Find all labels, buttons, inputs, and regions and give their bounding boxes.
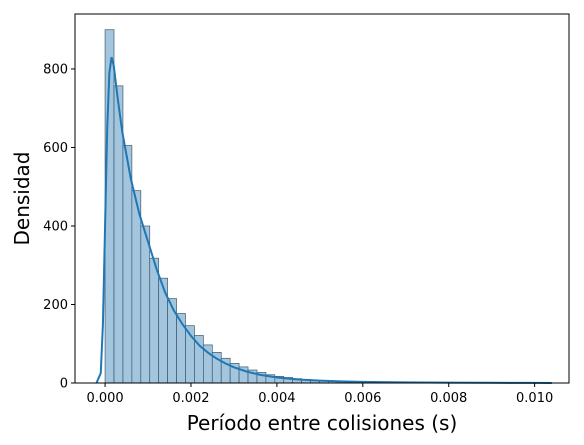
y-tick-label: 600	[43, 141, 68, 156]
x-tick-label: 0.002	[172, 391, 209, 406]
y-axis-label: Densidad	[10, 151, 34, 245]
x-axis-label: Período entre colisiones (s)	[187, 411, 458, 435]
x-tick-label: 0.010	[516, 391, 553, 406]
x-axis-ticks: 0.000 0.002 0.004 0.006 0.008 0.010	[86, 383, 553, 406]
histogram-bar	[149, 257, 160, 384]
y-tick-label: 200	[43, 298, 68, 313]
histogram-bar	[176, 313, 186, 384]
x-tick-label: 0.000	[86, 391, 123, 406]
x-tick-label: 0.004	[258, 391, 295, 406]
y-tick-label: 800	[43, 62, 68, 77]
histogram-bar	[131, 190, 142, 384]
x-tick-label: 0.006	[344, 391, 381, 406]
histogram-bar	[140, 225, 151, 384]
y-tick-label: 0	[60, 377, 68, 392]
plot-frame	[74, 13, 570, 384]
y-tick-label: 400	[43, 219, 68, 234]
kde-line	[95, 56, 552, 384]
histogram-bars	[104, 29, 553, 384]
x-tick-label: 0.008	[430, 391, 467, 406]
y-axis-ticks: 0 200 400 600 800	[43, 62, 75, 392]
